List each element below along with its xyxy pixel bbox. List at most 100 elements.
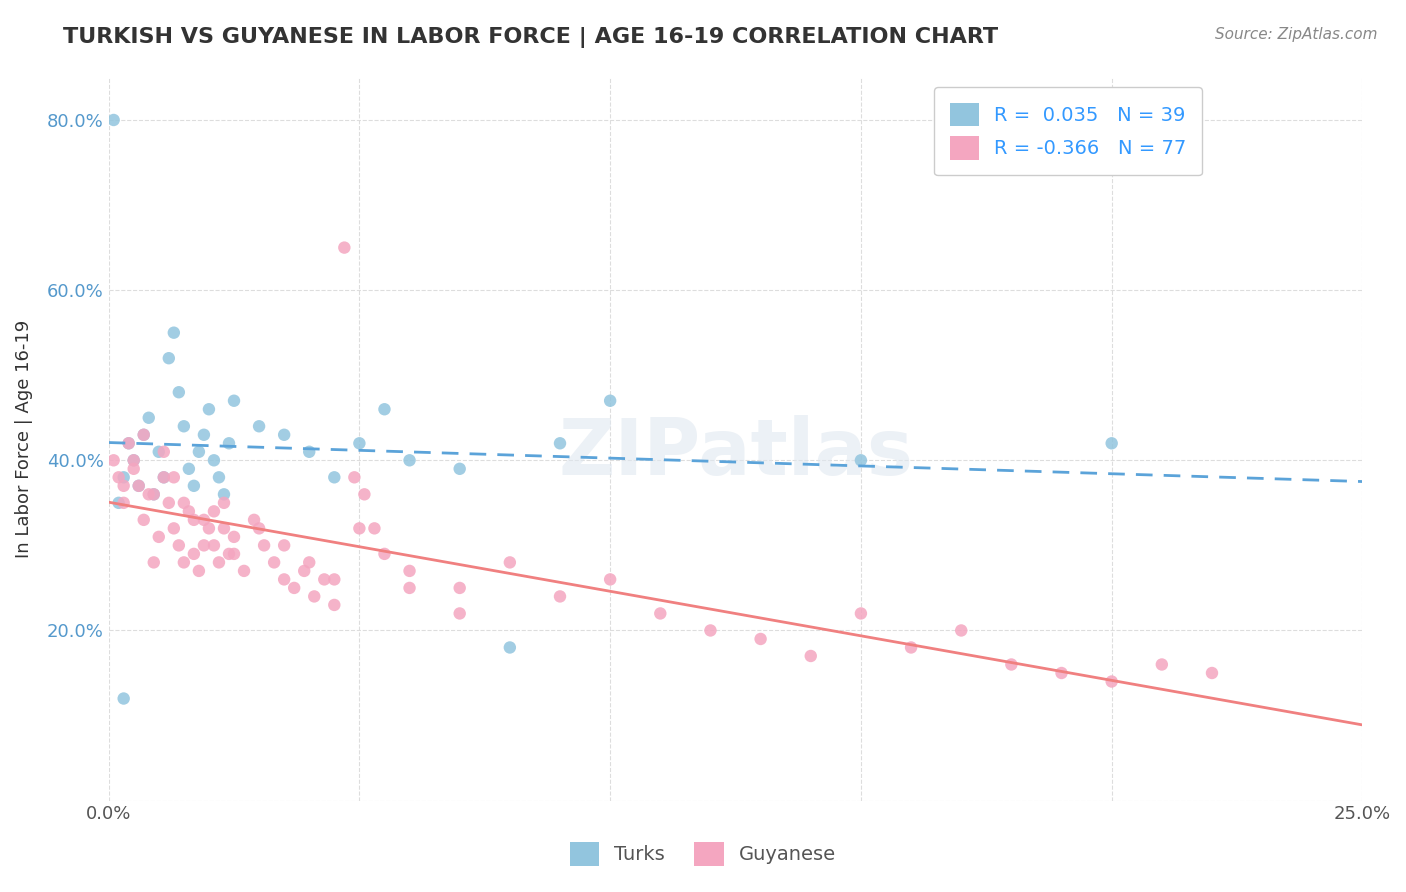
Point	[148, 530, 170, 544]
Point	[650, 607, 672, 621]
Point	[122, 453, 145, 467]
Point	[1201, 665, 1223, 680]
Point	[112, 691, 135, 706]
Point	[950, 624, 973, 638]
Point	[202, 504, 225, 518]
Point	[157, 496, 180, 510]
Point	[849, 607, 872, 621]
Point	[112, 479, 135, 493]
Point	[107, 496, 129, 510]
Point	[800, 648, 823, 663]
Point	[128, 479, 150, 493]
Point	[900, 640, 922, 655]
Point	[103, 453, 125, 467]
Point	[173, 555, 195, 569]
Point	[1050, 665, 1073, 680]
Point	[449, 581, 471, 595]
Point	[132, 427, 155, 442]
Point	[218, 436, 240, 450]
Point	[599, 573, 621, 587]
Point	[198, 402, 221, 417]
Point	[138, 487, 160, 501]
Point	[118, 436, 141, 450]
Point	[699, 624, 721, 638]
Point	[373, 547, 395, 561]
Y-axis label: In Labor Force | Age 16-19: In Labor Force | Age 16-19	[15, 320, 32, 558]
Point	[599, 393, 621, 408]
Point	[283, 581, 305, 595]
Point	[273, 573, 295, 587]
Point	[177, 462, 200, 476]
Point	[349, 521, 371, 535]
Point	[152, 470, 174, 484]
Point	[333, 241, 356, 255]
Point	[1000, 657, 1022, 672]
Point	[398, 564, 420, 578]
Point	[292, 564, 315, 578]
Point	[193, 538, 215, 552]
Point	[353, 487, 375, 501]
Point	[222, 530, 245, 544]
Point	[398, 453, 420, 467]
Point	[142, 555, 165, 569]
Point	[314, 573, 336, 587]
Point	[122, 453, 145, 467]
Point	[183, 547, 205, 561]
Point	[142, 487, 165, 501]
Point	[122, 462, 145, 476]
Point	[398, 581, 420, 595]
Point	[273, 427, 295, 442]
Point	[163, 521, 186, 535]
Point	[273, 538, 295, 552]
Point	[222, 547, 245, 561]
Text: Source: ZipAtlas.com: Source: ZipAtlas.com	[1215, 27, 1378, 42]
Point	[548, 590, 571, 604]
Point	[849, 453, 872, 467]
Point	[183, 513, 205, 527]
Point	[212, 487, 235, 501]
Point	[1101, 674, 1123, 689]
Legend: R =  0.035   N = 39, R = -0.366   N = 77: R = 0.035 N = 39, R = -0.366 N = 77	[934, 87, 1202, 176]
Point	[449, 462, 471, 476]
Point	[749, 632, 772, 646]
Text: ZIPatlas: ZIPatlas	[558, 416, 912, 491]
Point	[499, 640, 522, 655]
Point	[112, 470, 135, 484]
Point	[187, 444, 209, 458]
Point	[363, 521, 385, 535]
Point	[222, 393, 245, 408]
Point	[167, 385, 190, 400]
Text: TURKISH VS GUYANESE IN LABOR FORCE | AGE 16-19 CORRELATION CHART: TURKISH VS GUYANESE IN LABOR FORCE | AGE…	[63, 27, 998, 48]
Point	[152, 470, 174, 484]
Point	[218, 547, 240, 561]
Point	[107, 470, 129, 484]
Point	[152, 444, 174, 458]
Point	[173, 419, 195, 434]
Point	[167, 538, 190, 552]
Point	[198, 521, 221, 535]
Legend: Turks, Guyanese: Turks, Guyanese	[562, 834, 844, 873]
Point	[163, 326, 186, 340]
Point	[202, 538, 225, 552]
Point	[233, 564, 256, 578]
Point	[118, 436, 141, 450]
Point	[323, 470, 346, 484]
Point	[157, 351, 180, 366]
Point	[202, 453, 225, 467]
Point	[304, 590, 326, 604]
Point	[187, 564, 209, 578]
Point	[323, 573, 346, 587]
Point	[193, 513, 215, 527]
Point	[499, 555, 522, 569]
Point	[208, 470, 231, 484]
Point	[132, 427, 155, 442]
Point	[548, 436, 571, 450]
Point	[247, 521, 270, 535]
Point	[132, 513, 155, 527]
Point	[212, 521, 235, 535]
Point	[212, 496, 235, 510]
Point	[298, 444, 321, 458]
Point	[183, 479, 205, 493]
Point	[323, 598, 346, 612]
Point	[177, 504, 200, 518]
